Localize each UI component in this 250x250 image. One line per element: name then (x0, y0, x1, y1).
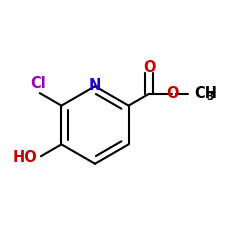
Text: CH: CH (194, 86, 217, 101)
Text: HO: HO (13, 150, 38, 165)
Text: N: N (89, 78, 101, 93)
Text: 3: 3 (206, 92, 214, 102)
Text: O: O (143, 60, 156, 74)
Text: Cl: Cl (31, 76, 46, 90)
Text: O: O (166, 86, 179, 101)
